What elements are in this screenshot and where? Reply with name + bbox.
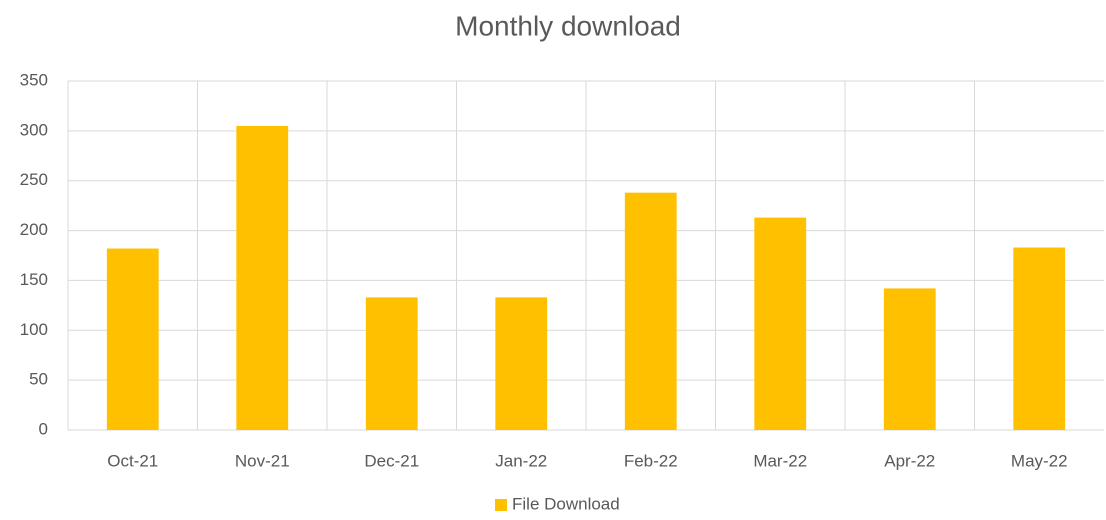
x-tick-label: Oct-21	[107, 451, 158, 470]
y-tick-label: 150	[20, 270, 48, 289]
y-tick-label: 200	[20, 220, 48, 239]
x-tick-label: Mar-22	[753, 451, 807, 470]
bar	[883, 288, 936, 430]
bar	[1013, 247, 1066, 430]
x-tick-label: Nov-21	[235, 451, 290, 470]
bar	[754, 217, 807, 430]
y-tick-label: 300	[20, 120, 48, 139]
y-tick-label: 250	[20, 170, 48, 189]
x-tick-label: Apr-22	[884, 451, 935, 470]
chart-title: Monthly download	[455, 10, 681, 41]
x-tick-label: Feb-22	[624, 451, 678, 470]
bar	[236, 125, 289, 430]
y-tick-label: 100	[20, 320, 48, 339]
bar	[365, 297, 418, 430]
x-tick-label: Jan-22	[495, 451, 547, 470]
y-tick-label: 0	[39, 419, 48, 438]
bar	[106, 248, 159, 430]
x-tick-label: Dec-21	[364, 451, 419, 470]
legend-label: File Download	[512, 494, 620, 513]
legend-swatch	[495, 499, 507, 511]
x-tick-label: May-22	[1011, 451, 1068, 470]
y-tick-label: 350	[20, 70, 48, 89]
bar	[624, 192, 677, 430]
y-tick-label: 50	[29, 370, 48, 389]
bar	[495, 297, 548, 430]
